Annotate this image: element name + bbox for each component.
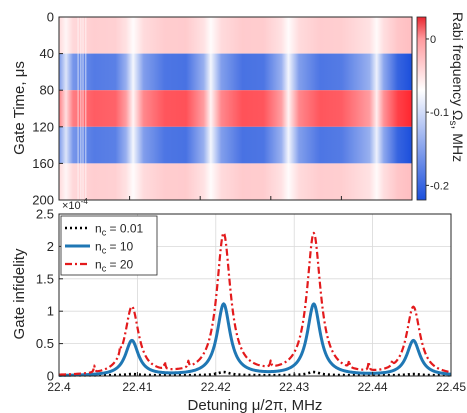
colorbar-tick-label: -0.1 bbox=[430, 107, 449, 119]
legend-label: nc = 10 bbox=[95, 240, 134, 256]
line-y-tick-label: 0 bbox=[47, 369, 54, 384]
scale-exponent: ×10-4 bbox=[62, 197, 88, 212]
legend-label: nc = 0.01 bbox=[95, 222, 144, 238]
heatmap-y-tick-label: 0 bbox=[47, 10, 54, 25]
legend-items: nc = 0.01 nc = 10 nc = 20 bbox=[65, 222, 144, 274]
colorbar-tick-label: 0 bbox=[430, 34, 436, 46]
line-y-ticks: 0 0.5 1 1.5 2 2.5 bbox=[36, 207, 63, 384]
legend-label: nc = 20 bbox=[95, 258, 134, 274]
heatmap-y-tick-label: 80 bbox=[40, 83, 54, 98]
line-x-ticks: 22.4 22.41 22.42 22.43 22.44 22.45 bbox=[47, 372, 466, 394]
colorbar-label: Rabi frequency Ωs, MHz bbox=[447, 12, 466, 162]
line-x-tick-label: 22.44 bbox=[358, 380, 388, 394]
series-line-nc-20 bbox=[58, 231, 452, 376]
line-x-tick-label: 22.41 bbox=[122, 380, 152, 394]
series-line-nc-10 bbox=[58, 302, 452, 377]
heatmap-y-ticks: 0 40 80 120 160 200 bbox=[32, 10, 413, 208]
series-line-nc-0.01 bbox=[58, 370, 452, 377]
heatmap-detuning-modulation bbox=[59, 17, 412, 200]
line-y-label: Gate infidelity bbox=[11, 248, 28, 339]
line-y-tick-label: 1 bbox=[47, 304, 54, 319]
colorbar-gradient bbox=[416, 16, 427, 201]
line-x-label: Detuning μ/2π, MHz bbox=[188, 397, 323, 413]
line-y-tick-label: 2 bbox=[47, 239, 54, 254]
line-x-tick-label: 22.42 bbox=[201, 380, 231, 394]
line-series bbox=[58, 231, 452, 377]
heatmap-panel: 0 40 80 120 160 200 Gate Time, μs bbox=[11, 10, 413, 208]
line-panel: 00.511.522.5 22.4 22.41 22.42 22.43 22.44 22.… bbox=[11, 197, 466, 413]
colorbar: 0 -0.1 -0.2 Rabi frequency Ωs, MHz bbox=[416, 12, 466, 201]
line-x-tick-label: 22.45 bbox=[436, 380, 466, 394]
heatmap-y-label: Gate Time, μs bbox=[11, 61, 28, 155]
heatmap-y-tick-label: 200 bbox=[32, 193, 54, 208]
heatmap-y-tick-label: 40 bbox=[40, 46, 54, 61]
colorbar-ticks: 0 -0.1 -0.2 bbox=[426, 34, 449, 192]
line-x-tick-label: 22.4 bbox=[47, 380, 71, 394]
line-frame bbox=[58, 213, 452, 377]
line-x-tick-label: 22.43 bbox=[279, 380, 309, 394]
heatmap-y-tick-label: 120 bbox=[32, 119, 54, 134]
line-y-tick-label: 2.5 bbox=[36, 207, 54, 222]
heatmap-y-tick-label: 160 bbox=[32, 156, 54, 171]
legend: nc = 0.01 nc = 10 nc = 20 bbox=[60, 215, 158, 276]
colorbar-tick-label: -0.2 bbox=[430, 180, 449, 192]
line-y-tick-label: 1.5 bbox=[36, 271, 54, 286]
line-y-tick-label: 0.5 bbox=[36, 336, 54, 351]
heatmap-frame bbox=[58, 16, 413, 201]
heatmap-stripe-artifacts bbox=[77, 17, 87, 200]
